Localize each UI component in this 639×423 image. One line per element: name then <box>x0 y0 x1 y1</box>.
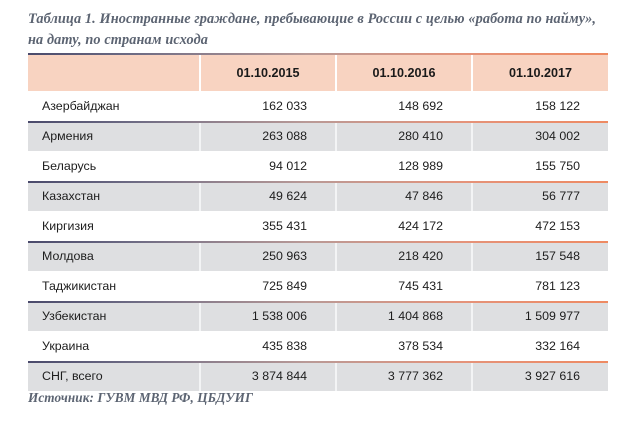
table-row-total: СНГ, всего 3 874 844 3 777 362 3 927 616 <box>28 361 608 391</box>
cell-country: Киргизия <box>28 211 200 241</box>
cell-value-2017: 1 509 977 <box>471 301 608 331</box>
table-row: Молдова 250 963 218 420 157 548 <box>28 241 608 271</box>
cell-value-2017: 781 123 <box>471 271 608 301</box>
cell-value-2015: 3 874 844 <box>199 361 336 391</box>
cell-value-2016: 378 534 <box>335 331 472 361</box>
cell-value-2017: 304 002 <box>471 121 608 151</box>
cell-value-2016: 128 989 <box>335 151 472 181</box>
cell-country: Армения <box>28 121 200 151</box>
column-header-2016: 01.10.2016 <box>335 55 472 91</box>
cell-value-2016: 280 410 <box>335 121 472 151</box>
cell-value-2016: 148 692 <box>335 91 472 121</box>
column-header-2017: 01.10.2017 <box>471 55 608 91</box>
migration-statistics-table: 01.10.2015 01.10.2016 01.10.2017 Азербай… <box>28 55 608 391</box>
cell-value-2016: 3 777 362 <box>335 361 472 391</box>
cell-country: Беларусь <box>28 151 200 181</box>
cell-country: Молдова <box>28 241 200 271</box>
cell-value-2016: 218 420 <box>335 241 472 271</box>
table-row: Узбекистан 1 538 006 1 404 868 1 509 977 <box>28 301 608 331</box>
cell-country: СНГ, всего <box>28 361 200 391</box>
cell-value-2015: 162 033 <box>199 91 336 121</box>
cell-value-2015: 250 963 <box>199 241 336 271</box>
cell-value-2015: 435 838 <box>199 331 336 361</box>
table-row: Казахстан 49 624 47 846 56 777 <box>28 181 608 211</box>
table-row: Азербайджан 162 033 148 692 158 122 <box>28 91 608 121</box>
cell-value-2015: 725 849 <box>199 271 336 301</box>
header-row: 01.10.2015 01.10.2016 01.10.2017 <box>28 55 608 91</box>
cell-value-2017: 158 122 <box>471 91 608 121</box>
column-header-country <box>28 55 200 91</box>
cell-value-2016: 745 431 <box>335 271 472 301</box>
cell-value-2015: 94 012 <box>199 151 336 181</box>
cell-country: Украина <box>28 331 200 361</box>
source-note: Источник: ГУВМ МВД РФ, ЦБДУИГ <box>28 390 254 405</box>
table-body: Азербайджан 162 033 148 692 158 122 Арме… <box>28 91 608 391</box>
table-row: Таджикистан 725 849 745 431 781 123 <box>28 271 608 301</box>
cell-value-2017: 332 164 <box>471 331 608 361</box>
table-row: Армения 263 088 280 410 304 002 <box>28 121 608 151</box>
cell-value-2016: 1 404 868 <box>335 301 472 331</box>
cell-country: Таджикистан <box>28 271 200 301</box>
cell-country: Узбекистан <box>28 301 200 331</box>
cell-value-2017: 56 777 <box>471 181 608 211</box>
table-row: Беларусь 94 012 128 989 155 750 <box>28 151 608 181</box>
cell-value-2017: 157 548 <box>471 241 608 271</box>
cell-value-2016: 47 846 <box>335 181 472 211</box>
table-row: Украина 435 838 378 534 332 164 <box>28 331 608 361</box>
cell-value-2015: 263 088 <box>199 121 336 151</box>
cell-value-2016: 424 172 <box>335 211 472 241</box>
page-title: Таблица 1. Иностранные граждане, пребыва… <box>28 11 597 48</box>
cell-country: Азербайджан <box>28 91 200 121</box>
cell-value-2017: 155 750 <box>471 151 608 181</box>
cell-value-2015: 49 624 <box>199 181 336 211</box>
cell-value-2015: 1 538 006 <box>199 301 336 331</box>
cell-value-2015: 355 431 <box>199 211 336 241</box>
cell-value-2017: 472 153 <box>471 211 608 241</box>
column-header-2015: 01.10.2015 <box>199 55 336 91</box>
table-header: 01.10.2015 01.10.2016 01.10.2017 <box>28 55 608 91</box>
data-table-container: 01.10.2015 01.10.2016 01.10.2017 Азербай… <box>28 53 608 391</box>
cell-country: Казахстан <box>28 181 200 211</box>
table-row: Киргизия 355 431 424 172 472 153 <box>28 211 608 241</box>
cell-value-2017: 3 927 616 <box>471 361 608 391</box>
